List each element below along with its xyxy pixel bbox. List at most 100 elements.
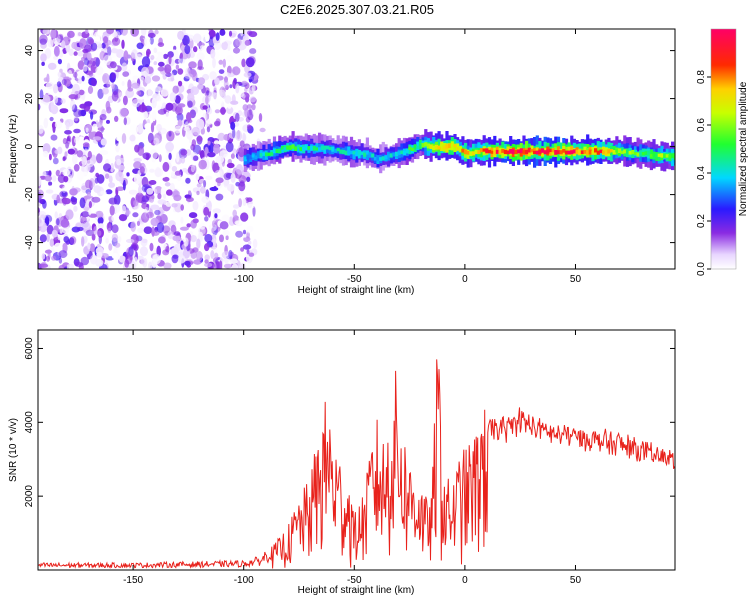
ridge-cell: [278, 148, 282, 154]
noise-blob: [173, 116, 178, 122]
noise-blob: [65, 141, 69, 149]
noise-blob: [139, 246, 148, 257]
noise-blob: [146, 211, 154, 219]
noise-blob: [77, 60, 85, 70]
noise-blob: [252, 206, 256, 217]
y-tick-label: -40: [24, 235, 35, 250]
noise-blob: [51, 175, 57, 182]
noise-blob: [177, 103, 186, 108]
noise-blob: [212, 57, 216, 69]
noise-blob: [245, 57, 255, 68]
ridge-cell: [501, 148, 505, 153]
noise-blob: [72, 154, 78, 165]
ridge-cell: [365, 150, 369, 155]
noise-blob: [143, 110, 148, 120]
ridge-cell: [464, 149, 468, 155]
noise-blob: [157, 66, 165, 72]
noise-blob: [215, 177, 224, 184]
ridge-cell: [373, 156, 377, 161]
colorbar-gradient: [711, 29, 736, 269]
ridge-cell: [259, 153, 263, 157]
ridge-cell: [408, 146, 412, 150]
noise-blob: [108, 182, 116, 188]
noise-blob: [210, 49, 216, 59]
noise-blob: [177, 30, 185, 40]
noise-blob: [213, 140, 220, 145]
noise-blob: [77, 226, 84, 232]
noise-blob: [249, 48, 257, 55]
ridge-cell: [495, 149, 499, 154]
noise-blob: [248, 240, 252, 245]
noise-blob: [73, 71, 78, 78]
noise-blob: [127, 87, 134, 92]
ridge-cell: [591, 147, 595, 154]
noise-blob: [192, 218, 199, 224]
ridge-cell: [575, 149, 579, 155]
ridge-cell: [267, 152, 271, 156]
noise-blob: [225, 141, 234, 153]
noise-blob: [76, 150, 84, 158]
noise-blob: [175, 64, 180, 70]
noise-blob: [126, 172, 130, 177]
noise-blob: [105, 100, 111, 111]
noise-blob: [67, 30, 75, 38]
ridge-cell: [280, 146, 285, 150]
noise-blob: [199, 150, 205, 160]
noise-blob: [208, 142, 214, 154]
noise-blob: [103, 36, 109, 44]
ridge-cell: [641, 152, 645, 156]
noise-blob: [76, 32, 82, 37]
ridge-cell: [514, 149, 518, 155]
ridge-cell: [639, 152, 643, 157]
noise-blob: [179, 226, 189, 231]
noise-blob: [41, 61, 45, 66]
noise-blob: [88, 201, 92, 209]
noise-blob: [64, 151, 68, 158]
noise-blob: [214, 77, 220, 86]
noise-blob: [193, 33, 202, 44]
noise-blob: [251, 103, 256, 111]
noise-blob: [95, 172, 100, 178]
noise-blob: [153, 47, 158, 54]
ridge-cell: [519, 148, 523, 153]
noise-blob: [198, 232, 203, 242]
noise-blob: [108, 243, 113, 251]
noise-blob: [215, 155, 225, 164]
ridge-cell: [381, 156, 385, 161]
noise-blob: [49, 238, 54, 247]
ridge-cell: [368, 152, 372, 157]
noise-blob: [217, 36, 226, 43]
noise-blob: [191, 126, 200, 137]
noise-blob: [203, 206, 210, 216]
noise-blob: [72, 212, 79, 219]
noise-blob: [48, 153, 52, 161]
ridge-cell: [623, 149, 627, 154]
noise-blob: [218, 59, 224, 65]
noise-blob: [171, 254, 179, 264]
y-tick-label: 20: [24, 93, 35, 105]
ridge-cell: [477, 150, 481, 155]
ridge-cell: [416, 145, 420, 150]
noise-blob: [174, 202, 183, 213]
noise-blob: [38, 125, 44, 134]
noise-blob: [242, 198, 247, 206]
ridge-cell: [434, 144, 438, 150]
ridge-cell: [264, 152, 269, 157]
noise-blob: [246, 124, 252, 130]
noise-blob: [63, 236, 70, 243]
ridge-cell: [363, 152, 367, 157]
noise-blob: [209, 71, 217, 80]
noise-blob: [243, 72, 252, 78]
noise-blob: [142, 152, 151, 160]
noise-blob: [151, 194, 155, 200]
noise-blob: [229, 258, 238, 265]
x-tick-label: -100: [234, 575, 254, 586]
spectrogram-x-axis-label: Height of straight line (km): [298, 285, 415, 296]
noise-blob: [56, 81, 62, 88]
noise-blob: [125, 210, 131, 215]
ridge-cell: [533, 150, 537, 154]
noise-blob: [166, 189, 173, 196]
noise-blob: [213, 143, 220, 155]
ridge-cell: [349, 150, 354, 155]
noise-blob: [118, 255, 126, 263]
